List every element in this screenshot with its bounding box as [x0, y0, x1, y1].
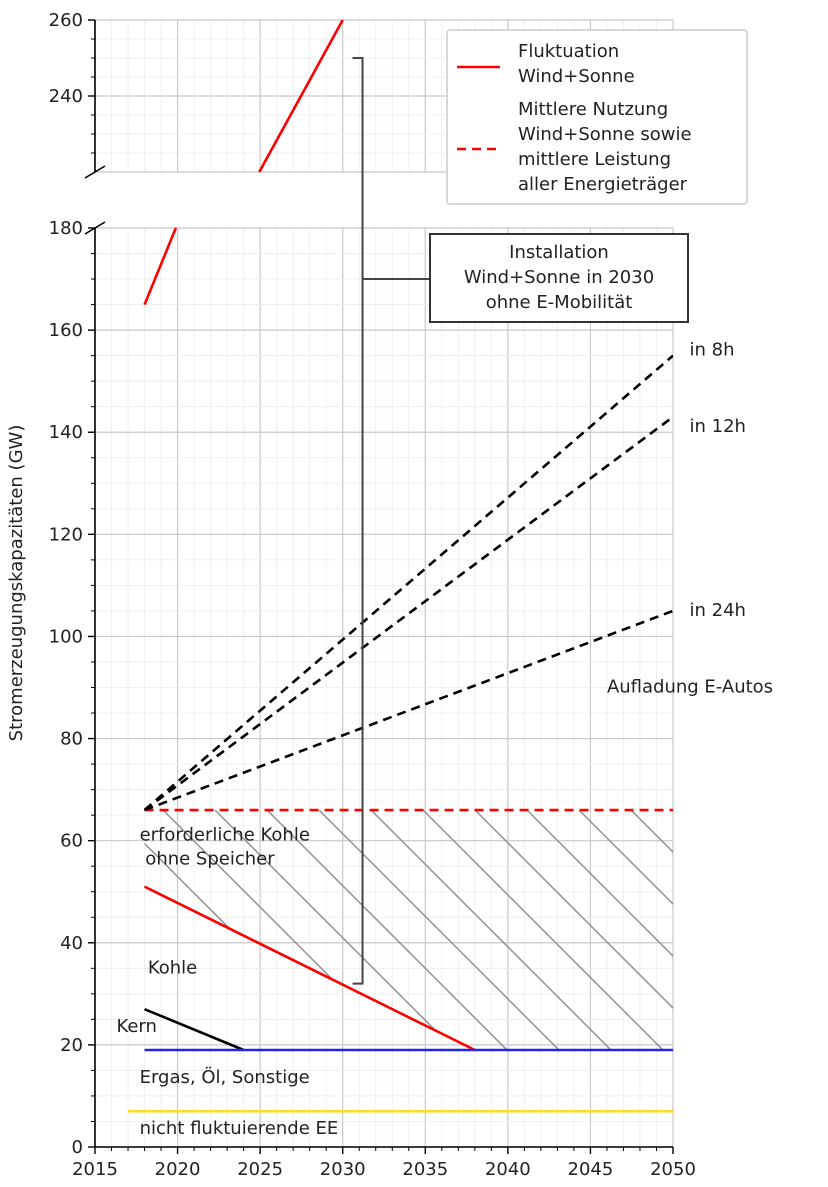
annotation-ergas-label: Ergas, Öl, Sonstige [140, 1066, 310, 1088]
grid [94, 19, 674, 1148]
y-tick-label: 40 [60, 933, 83, 954]
x-tick-label: 2025 [237, 1159, 283, 1180]
annotation-line: Kohle [148, 957, 197, 978]
annotations: in 8h in 12h in 24h Aufladung E-Autos erford… [116, 340, 773, 1140]
hatch-line [735, 810, 828, 1187]
series-fluktuation-upper [258, 19, 344, 173]
hatch-line [787, 810, 828, 1187]
hatch-line [800, 506, 828, 866]
annotation-line: in 12h [690, 416, 746, 437]
annotation-line: in 8h [690, 340, 735, 361]
legend-box [446, 29, 748, 205]
callout-box [429, 233, 689, 323]
y-tick-label: 160 [49, 320, 83, 341]
annotation-erf-kohle: erforderliche Kohle ohne Speicher [140, 825, 310, 870]
annotation-line: erforderliche Kohle [140, 825, 310, 846]
callout-text-line: ohne E-Mobilität [486, 292, 633, 313]
y-tick-label: 20 [60, 1035, 83, 1056]
legend-label-line: aller Energieträger [518, 174, 688, 195]
legend-label-line: mittlere Leistung [518, 149, 671, 170]
hatch-line [214, 810, 636, 1050]
annotation-kohle-label: Kohle [148, 957, 197, 978]
x-tick-label: 2050 [650, 1159, 696, 1180]
hatch-line [370, 810, 674, 1050]
hatch-line [422, 810, 674, 1050]
series-kern [144, 1007, 245, 1052]
legend-label-line: Wind+Sonne [518, 66, 635, 87]
x-tick-label: 2015 [72, 1159, 118, 1180]
y-tick-label: 100 [49, 626, 83, 647]
x-tick-label: 2020 [155, 1159, 201, 1180]
hatch-line [526, 810, 674, 1050]
x-tick-label: 2040 [485, 1159, 531, 1180]
legend-label-line: Mittlere Nutzung [518, 99, 668, 120]
annotation-nicht-fluktuierend-label: nicht fluktuierende EE [140, 1118, 339, 1139]
annotation-kern-label: Kern [116, 1016, 156, 1037]
callout-text-line: Wind+Sonne in 2030 [464, 267, 654, 288]
annotation-line: ohne Speicher [140, 849, 276, 870]
legend-label-line: Fluktuation [518, 41, 619, 62]
series-lower [143, 354, 673, 1052]
y-tick-label: 60 [60, 831, 83, 852]
series-emob-12h [143, 415, 673, 812]
y-tick-label: 80 [60, 729, 83, 750]
hatch-line [318, 810, 674, 1050]
y-tick-label: 180 [49, 218, 83, 239]
series-fluktuation-lower [143, 227, 178, 306]
hatch-line [266, 810, 674, 1050]
hatch-line [474, 810, 674, 1050]
y-tick-label: 120 [49, 524, 83, 545]
y-tick-label: 140 [49, 422, 83, 443]
annotation-line: Ergas, Öl, Sonstige [140, 1066, 310, 1088]
annotation-line: Aufladung E-Autos [607, 677, 773, 698]
series-emob-24h [144, 609, 673, 812]
hatch-line [683, 810, 828, 1187]
x-tick-label: 2035 [402, 1159, 448, 1180]
callout-text-line: Installation [509, 242, 609, 263]
annotation-in-8h: in 8h [690, 340, 735, 361]
annotation-line: in 24h [690, 600, 746, 621]
y-tick-label: 0 [72, 1137, 83, 1158]
annotation-in-24h: in 24h [690, 600, 746, 621]
y-tick-label: 260 [49, 10, 83, 31]
installation-callout: Installation Wind+Sonne in 2030 ohne E-Mob… [352, 57, 689, 985]
annotation-aufladung: Aufladung E-Autos [607, 677, 773, 698]
annotation-line: Kern [116, 1016, 156, 1037]
y-axis-label: Stromerzeugungskapazitäten (GW) [6, 425, 27, 742]
legend: Fluktuation Wind+Sonne Mittlere Nutzung Win… [446, 29, 748, 205]
hatch-line [578, 810, 674, 1050]
legend-label-line: Wind+Sonne sowie [518, 124, 692, 145]
x-tick-label: 2030 [320, 1159, 366, 1180]
y-tick-label: 240 [49, 86, 83, 107]
annotation-in-12h: in 12h [690, 416, 746, 437]
series-kohle [143, 885, 476, 1052]
x-tick-label: 2045 [568, 1159, 614, 1180]
axes: 2015 2020 2025 2030 2035 2040 2045 205002040608… [49, 10, 696, 1180]
series-lines [128, 19, 673, 1113]
callout-bracket [352, 57, 364, 985]
axis-break-mark [84, 165, 106, 179]
series-emob-8h [143, 354, 673, 812]
annotation-line: nicht fluktuierende EE [140, 1118, 339, 1139]
